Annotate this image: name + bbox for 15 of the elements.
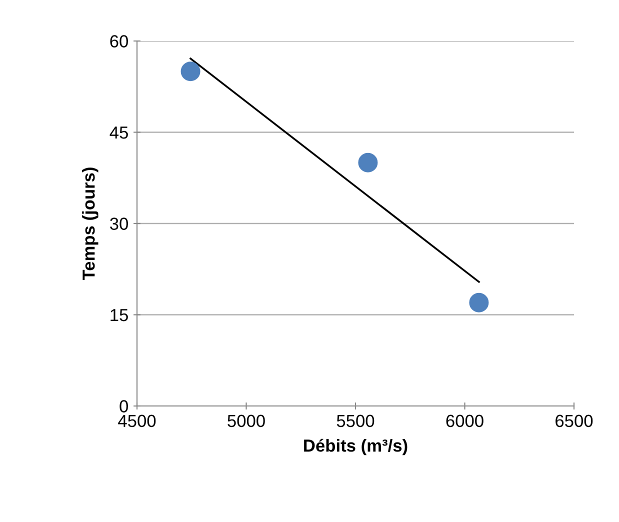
y-tick-label: 60 <box>110 35 128 48</box>
x-tick-label: 5000 <box>228 414 265 428</box>
y-tick-label: 0 <box>120 400 128 412</box>
y-tick-label: 15 <box>110 309 128 322</box>
x-tick-label: 5500 <box>336 414 374 428</box>
x-tick-label: 4500 <box>118 414 156 428</box>
y-tick-label: 30 <box>110 218 128 230</box>
y-axis-title: Temps (jours) <box>82 168 98 280</box>
point <box>469 292 489 312</box>
x-tick-label: 6500 <box>556 414 593 428</box>
y-tick-label: 45 <box>110 126 128 139</box>
x-axis-title: Débits (m³/s) <box>304 438 408 456</box>
x-tick-label: 6000 <box>446 414 484 428</box>
point <box>180 62 200 82</box>
point <box>358 152 378 172</box>
